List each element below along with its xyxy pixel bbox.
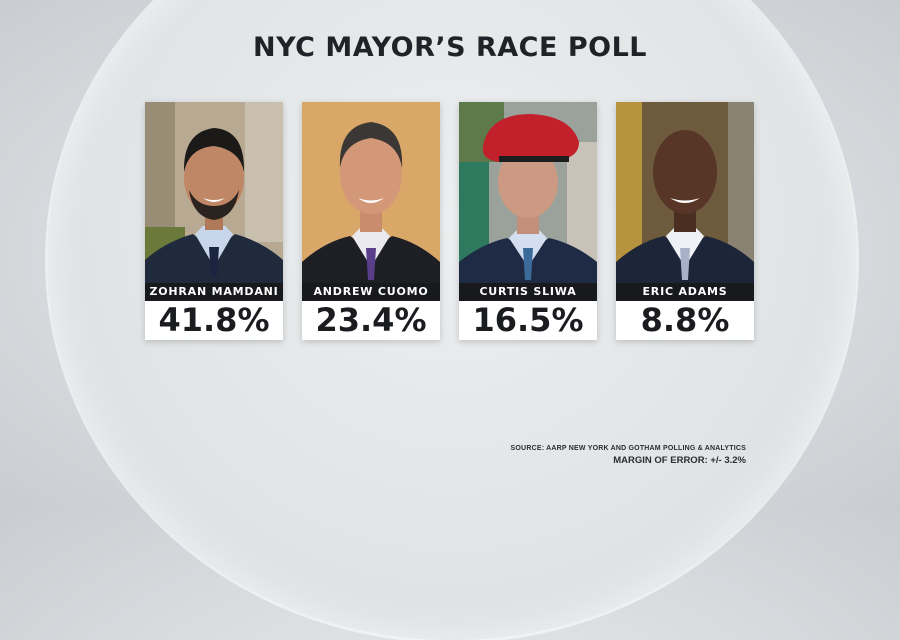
- candidate-name: ANDREW CUOMO: [302, 283, 440, 301]
- candidate-percent: 16.5%: [459, 301, 597, 340]
- candidate-name: ERIC ADAMS: [616, 283, 754, 301]
- candidate-cards: ZOHRAN MAMDANI 41.8% ANDREW CUOMO 23.4%: [145, 102, 755, 342]
- candidate-percent: 8.8%: [616, 301, 754, 340]
- candidate-photo-cuomo: [302, 102, 440, 283]
- candidate-percent: 23.4%: [302, 301, 440, 340]
- candidate-photo-sliwa: [459, 102, 597, 283]
- candidate-photo-mamdani: [145, 102, 283, 283]
- source-line: SOURCE: AARP NEW YORK AND GOTHAM POLLING…: [510, 445, 746, 452]
- candidate-card-cuomo: ANDREW CUOMO 23.4%: [302, 102, 440, 340]
- candidate-card-sliwa: CURTIS SLIWA 16.5%: [459, 102, 597, 340]
- candidate-percent: 41.8%: [145, 301, 283, 340]
- candidate-name: ZOHRAN MAMDANI: [145, 283, 283, 301]
- margin-of-error: MARGIN OF ERROR: +/- 3.2%: [613, 455, 746, 466]
- candidate-name: CURTIS SLIWA: [459, 283, 597, 301]
- candidate-photo-adams: [616, 102, 754, 283]
- poll-title: NYC MAYOR’S RACE POLL: [252, 32, 647, 63]
- candidate-card-adams: ERIC ADAMS 8.8%: [616, 102, 754, 340]
- source-note: SOURCE: AARP NEW YORK AND GOTHAM POLLING…: [511, 445, 746, 466]
- candidate-card-mamdani: ZOHRAN MAMDANI 41.8%: [145, 102, 283, 340]
